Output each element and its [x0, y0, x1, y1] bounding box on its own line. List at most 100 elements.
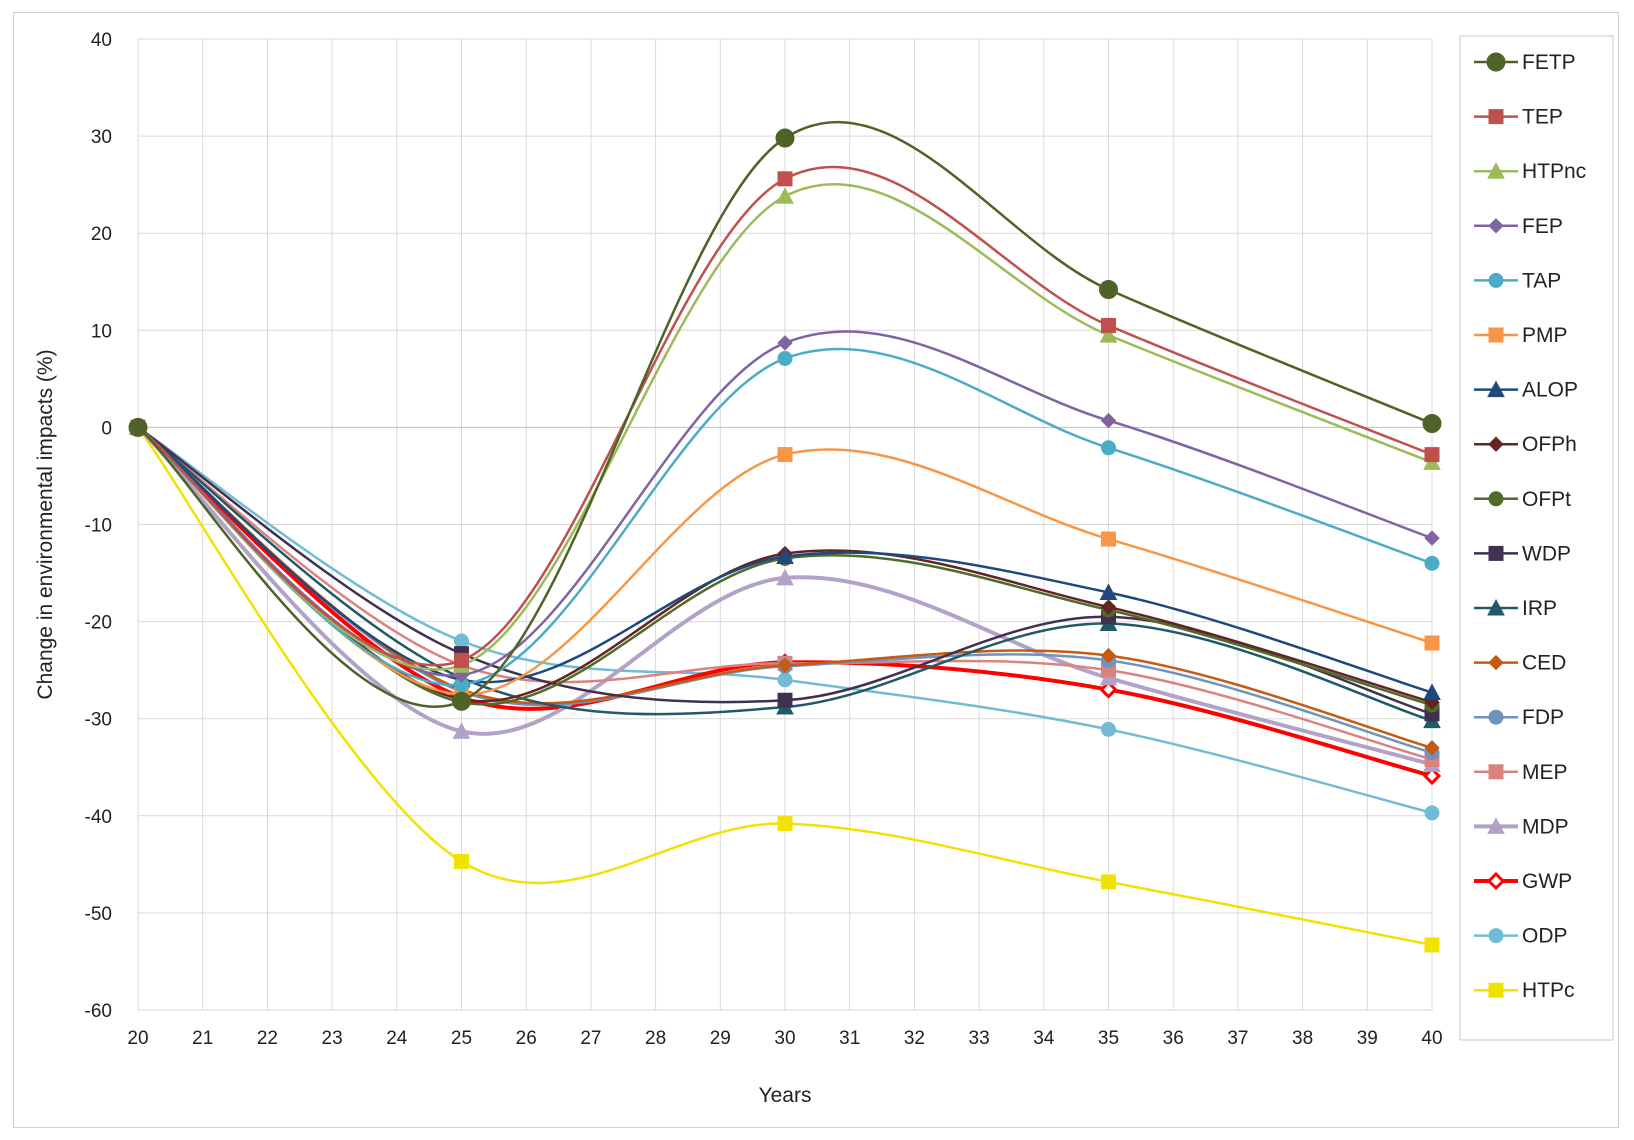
axis-layer: 20 21 22 23 24 25 26 27 28 29 30 31 32 33 34 35 36 37 38 39…	[85, 30, 1443, 1049]
legend-label-tap: TAP	[1522, 269, 1561, 292]
y-tick-label-5: -10	[85, 516, 112, 537]
point-odp-40	[1424, 805, 1440, 821]
x-tick-label-11: 31	[839, 1028, 860, 1049]
series-fetp	[128, 121, 1442, 711]
legend-item-ced: CED	[1474, 652, 1566, 675]
point-ced-40	[1424, 740, 1440, 756]
series-line-htpnc	[137, 183, 1433, 671]
legend-label-fetp: FETP	[1522, 51, 1576, 74]
legend-marker-ofph	[1488, 436, 1504, 452]
legend-marker-fetp	[1486, 52, 1506, 72]
point-wdp-30	[777, 692, 793, 708]
legend-label-gwp: GWP	[1522, 870, 1572, 893]
y-tick-label-7: -30	[85, 710, 112, 731]
legend-marker-mdp	[1487, 817, 1505, 834]
legend-marker-alop	[1487, 380, 1505, 398]
x-tick-label-4: 24	[386, 1028, 408, 1049]
legend-item-odp: ODP	[1474, 925, 1568, 948]
x-tick-label-18: 38	[1292, 1028, 1313, 1049]
legend-marker-ofpt	[1488, 491, 1504, 507]
point-mdp-25	[452, 722, 471, 739]
point-alop-35	[1099, 583, 1118, 600]
series-line-alop	[137, 426, 1433, 694]
legend-item-ofph: OFPh	[1474, 433, 1577, 456]
y-tick-label-6: -20	[85, 613, 112, 634]
legend-label-fep: FEP	[1522, 215, 1563, 238]
x-axis-title: Years	[759, 1084, 812, 1107]
x-tick-label-6: 26	[516, 1028, 537, 1049]
y-tick-label-2: 20	[91, 224, 112, 245]
x-tick-label-1: 21	[192, 1028, 213, 1049]
legend-item-mdp: MDP	[1474, 815, 1569, 838]
y-tick-label-4: 0	[101, 418, 112, 439]
point-tap-40	[1424, 555, 1440, 571]
x-tick-label-9: 29	[710, 1028, 731, 1049]
point-gwp-40	[1422, 766, 1442, 786]
point-mdp-30	[776, 568, 794, 586]
legend-marker-gwp	[1486, 871, 1506, 891]
legend-label-irp: IRP	[1522, 597, 1557, 620]
point-alop-30	[776, 547, 794, 565]
point-gwp-35	[1099, 680, 1118, 699]
point-pmp-30	[777, 447, 793, 463]
legend-label-mdp: MDP	[1522, 815, 1569, 838]
point-fetp-25	[452, 691, 471, 711]
point-htpnc-35	[1099, 326, 1118, 343]
point-pmp-40	[1424, 635, 1440, 651]
legend-item-mep: MEP	[1474, 761, 1568, 784]
point-htpnc-30	[776, 187, 794, 204]
series-line-mdp	[136, 425, 1433, 767]
legend-item-tep: TEP	[1474, 106, 1563, 129]
legend: FETP TEP HTPnc FEP TAP PMP ALOP OFPh OFPt WDP IRP C…	[1474, 51, 1586, 1002]
series-layer	[128, 121, 1442, 953]
point-alop-40	[1423, 683, 1441, 700]
legend-label-tep: TEP	[1522, 106, 1563, 129]
point-fetp-40	[1422, 414, 1442, 434]
legend-marker-wdp	[1488, 545, 1504, 561]
legend-item-htpc: HTPc	[1474, 979, 1575, 1002]
y-tick-label-9: -50	[85, 904, 112, 925]
legend-marker-irp	[1487, 598, 1505, 616]
point-odp-30	[777, 672, 793, 688]
legend-label-alop: ALOP	[1522, 379, 1578, 402]
x-tick-label-13: 33	[969, 1028, 990, 1049]
legend-item-wdp: WDP	[1474, 542, 1571, 565]
point-fetp-35	[1099, 280, 1118, 300]
legend-item-alop: ALOP	[1474, 379, 1578, 402]
point-odp-35	[1101, 721, 1116, 737]
point-tep-35	[1101, 317, 1116, 333]
legend-marker-mep	[1488, 764, 1504, 780]
series-line-htpc	[136, 426, 1433, 947]
legend-item-htpnc: HTPnc	[1474, 160, 1586, 183]
x-tick-label-16: 36	[1163, 1028, 1184, 1049]
chart-frame	[13, 12, 1619, 1128]
legend-label-ofph: OFPh	[1522, 433, 1577, 456]
legend-label-htpnc: HTPnc	[1522, 160, 1586, 183]
point-ced-30	[777, 657, 793, 674]
legend-marker-htpc	[1488, 982, 1504, 998]
x-tick-label-20: 40	[1421, 1028, 1442, 1049]
legend-item-fetp: FETP	[1474, 51, 1576, 74]
grid-layer	[137, 38, 1433, 1011]
legend-marker-tep	[1488, 109, 1504, 125]
point-fep-40	[1424, 530, 1440, 546]
point-odp-25	[454, 633, 469, 649]
x-tick-label-12: 32	[904, 1028, 925, 1049]
point-fep-30	[777, 335, 793, 351]
y-tick-label-3: 10	[91, 321, 112, 342]
y-tick-label-0: 40	[91, 30, 112, 51]
legend-label-htpc: HTPc	[1522, 979, 1575, 1002]
point-htpc-25	[454, 853, 469, 869]
legend-label-mep: MEP	[1522, 761, 1568, 784]
legend-item-tap: TAP	[1474, 269, 1561, 292]
legend-label-fdp: FDP	[1522, 706, 1564, 729]
series-line-tap	[137, 347, 1433, 687]
legend-item-fep: FEP	[1474, 215, 1563, 238]
point-tep-25	[454, 652, 469, 668]
point-ced-35	[1100, 647, 1117, 664]
x-tick-label-17: 37	[1227, 1028, 1248, 1049]
x-tick-label-3: 23	[322, 1028, 343, 1049]
legend-item-gwp: GWP	[1474, 870, 1572, 893]
series-line-fetp	[137, 121, 1433, 709]
point-fetp-30	[775, 128, 795, 148]
